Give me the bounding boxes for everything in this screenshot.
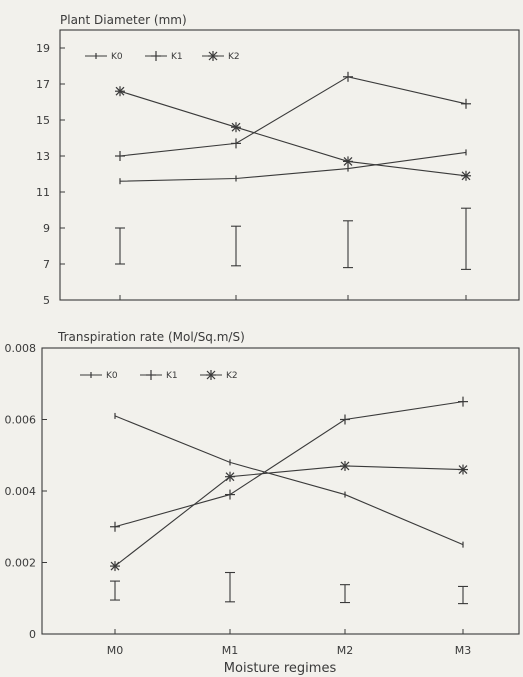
data-point-k2-d2 xyxy=(461,171,471,181)
error-bar xyxy=(110,580,120,601)
series-k1 xyxy=(110,396,468,532)
legend-item-k1: K1 xyxy=(145,51,183,62)
data-point-k2 xyxy=(340,460,350,471)
y-tick-label: 19 xyxy=(36,42,50,55)
legend-label: K2 xyxy=(226,371,238,381)
data-point-k2-d2 xyxy=(231,122,241,132)
series-k2 xyxy=(110,460,468,572)
data-point-k1 xyxy=(225,489,235,500)
data-point-k1 xyxy=(458,396,468,407)
legend-marker xyxy=(151,51,161,61)
data-point-k1 xyxy=(340,414,350,425)
data-point-k2 xyxy=(343,156,353,167)
chart-panel-2: Transpiration rate (Mol/Sq.m/S) 0 0.002 0.0… xyxy=(5,330,520,676)
series-line xyxy=(114,415,464,546)
legend: K0 K1 K2 xyxy=(85,51,240,62)
series-line xyxy=(119,151,467,182)
legend-item-k2: K2 xyxy=(202,51,240,62)
plot-frame xyxy=(59,29,520,301)
series-line xyxy=(119,90,467,177)
y-tick-label: 0.004 xyxy=(5,485,37,498)
error-bar xyxy=(225,571,235,603)
legend-marker-d2 xyxy=(206,370,216,380)
data-point-k1 xyxy=(461,98,471,109)
x-tick-label: M3 xyxy=(455,644,472,657)
y-tick-label: 5 xyxy=(43,294,50,307)
error-bar xyxy=(115,227,125,265)
series-k0 xyxy=(119,149,467,185)
chart-title: Transpiration rate (Mol/Sq.m/S) xyxy=(57,330,245,344)
y-tick-label: 0 xyxy=(29,628,36,641)
x-tick-label: M0 xyxy=(107,644,124,657)
series-k0 xyxy=(114,412,464,548)
data-point-k2-d2 xyxy=(458,465,468,474)
y-tick-label: 7 xyxy=(43,258,50,271)
legend-label: K1 xyxy=(171,52,183,62)
series-k1 xyxy=(115,71,471,161)
data-point-k2 xyxy=(115,86,125,97)
data-point-k2-d2 xyxy=(343,156,353,166)
error-bar xyxy=(461,207,471,270)
y-tick-label: 0.008 xyxy=(5,342,37,355)
data-point-k1 xyxy=(343,71,353,82)
legend-item-k1: K1 xyxy=(140,370,178,381)
legend-marker-d2 xyxy=(208,51,218,61)
chart-title: Plant Diameter (mm) xyxy=(60,13,187,27)
legend-item-k0: K0 xyxy=(80,371,118,381)
data-point-k1 xyxy=(110,521,120,532)
series-line xyxy=(114,401,464,528)
error-bar xyxy=(343,220,353,269)
data-point-k1 xyxy=(231,138,241,149)
y-tick-label: 17 xyxy=(36,78,50,91)
legend-item-k0: K0 xyxy=(85,52,123,62)
y-tick-label: 13 xyxy=(36,150,50,163)
legend: K0 K1 K2 xyxy=(80,370,238,381)
legend-marker xyxy=(208,51,218,61)
legend-marker xyxy=(146,370,156,380)
y-tick-label: 9 xyxy=(43,222,50,235)
data-point-k2-d2 xyxy=(340,461,350,471)
legend-label: K0 xyxy=(111,52,123,62)
data-point-k2 xyxy=(458,464,468,475)
error-bar xyxy=(340,584,350,604)
data-point-k2 xyxy=(110,561,120,572)
x-axis-label: Moisture regimes xyxy=(224,661,337,676)
plot-frame xyxy=(41,347,520,635)
series-k2 xyxy=(115,86,471,181)
chart-panel-1: Plant Diameter (mm) 5 7 9 11 13 15 17 19 K0 K1 K2 xyxy=(36,13,520,307)
y-tick-label: 15 xyxy=(36,114,50,127)
x-tick-label: M2 xyxy=(337,644,354,657)
data-point-k2-d2 xyxy=(225,472,235,482)
legend-label: K2 xyxy=(228,52,240,62)
data-point-k2 xyxy=(461,170,471,181)
series-line xyxy=(114,465,464,567)
legend-label: K1 xyxy=(166,371,178,381)
series-line xyxy=(119,76,467,157)
error-bar xyxy=(458,585,468,605)
legend-label: K0 xyxy=(106,371,118,381)
error-bar xyxy=(231,225,241,267)
data-point-k2 xyxy=(231,122,241,133)
data-point-k2-d2 xyxy=(110,561,120,571)
legend-marker xyxy=(206,370,216,380)
data-point-k2 xyxy=(225,471,235,482)
y-tick-label: 0.002 xyxy=(5,557,37,570)
data-point-k1 xyxy=(115,151,125,161)
y-tick-label: 0.006 xyxy=(5,414,37,427)
data-point-k2-d2 xyxy=(115,86,125,96)
legend-item-k2: K2 xyxy=(200,370,238,381)
x-tick-label: M1 xyxy=(222,644,239,657)
y-tick-label: 11 xyxy=(36,186,50,199)
